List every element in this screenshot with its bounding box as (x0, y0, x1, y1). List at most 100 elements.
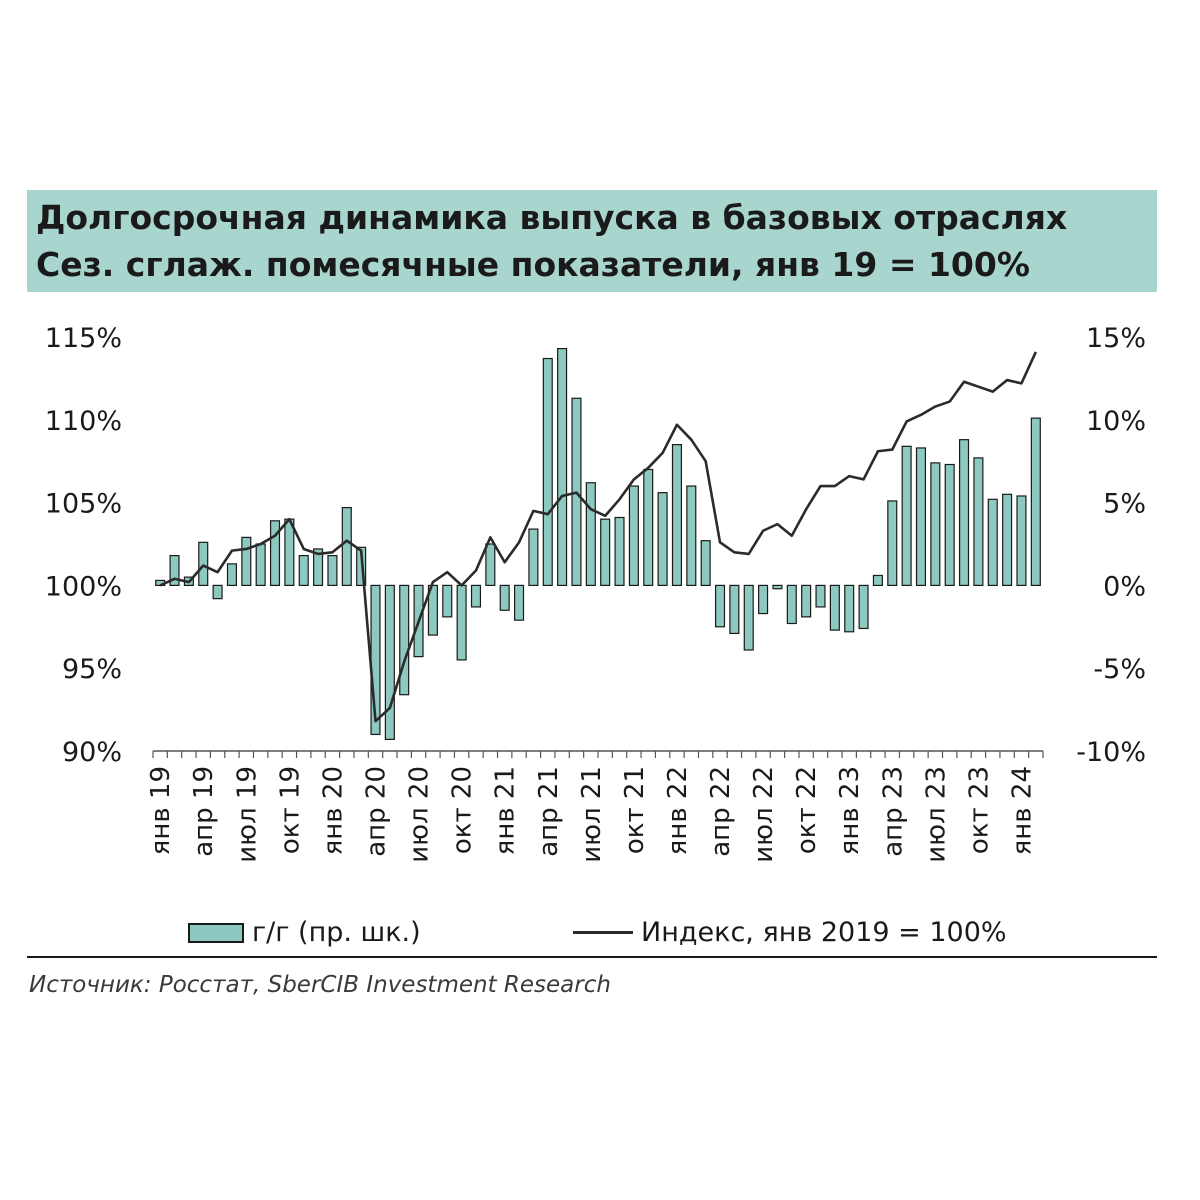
bar (384, 584, 395, 741)
bar (714, 584, 726, 628)
bar (872, 574, 883, 587)
legend-line-swatch (573, 931, 633, 934)
x-tick-label: июл 21 (577, 766, 607, 863)
bar (198, 541, 209, 587)
bar (743, 584, 754, 651)
source-note: Источник: Росстат, SberCIB Investment Re… (29, 972, 611, 998)
bar (930, 462, 941, 586)
bar (815, 584, 826, 608)
bar (786, 584, 797, 625)
bar (485, 543, 496, 587)
x-tick-label: янв 21 (491, 766, 521, 855)
bar (327, 554, 338, 587)
right-axis-tick-label: 0% (1103, 571, 1146, 602)
chart-title: Долгосрочная динамика выпуска в базовых … (36, 198, 1068, 237)
bar (269, 520, 281, 587)
bar (915, 447, 927, 587)
x-tick-label: янв 19 (146, 766, 176, 855)
bar (657, 492, 668, 587)
x-tick-label: окт 23 (964, 766, 994, 854)
left-axis-tick-label: 95% (62, 654, 122, 685)
left-axis-tick-label: 105% (45, 489, 122, 520)
bar (399, 584, 410, 696)
divider (27, 956, 1157, 958)
chart: 90% 95% 100% 105% 110% 115% -10% -5% 0% 5% 10% 15% я… (45, 323, 1146, 863)
bar (226, 563, 237, 586)
bar (801, 584, 812, 618)
bar (513, 584, 525, 621)
bar (758, 584, 769, 615)
x-tick-label: янв 22 (663, 766, 693, 855)
bar (341, 506, 352, 587)
bar (212, 584, 223, 600)
left-axis-tick-label: 110% (45, 406, 122, 437)
right-axis-tick-label: 10% (1086, 406, 1146, 437)
x-tick-label: июл 23 (921, 766, 951, 863)
x-tick-label: апр 23 (878, 766, 908, 857)
tick-labels: 90% 95% 100% 105% 110% 115% -10% -5% 0% 5% 10% 15% я… (45, 323, 1146, 863)
x-tick-label: окт 20 (448, 766, 478, 854)
x-tick-label: апр 21 (534, 766, 564, 857)
bar (700, 540, 711, 587)
bar (284, 518, 295, 586)
bar (442, 584, 453, 618)
x-tick-label: окт 19 (275, 766, 305, 854)
right-axis-tick-label: 5% (1103, 489, 1146, 520)
bar (1002, 493, 1013, 587)
bar (729, 584, 740, 635)
bar (958, 439, 970, 587)
chart-title-box: Долгосрочная динамика выпуска в базовых … (27, 190, 1157, 292)
bar (542, 357, 553, 586)
bar (686, 485, 697, 587)
chart-subtitle: Сез. сглаж. помесячные показатели, янв 1… (36, 245, 1030, 284)
index-line (159, 351, 1038, 723)
legend-bars-label: г/г (пр. шк.) (252, 917, 421, 948)
bar (499, 584, 510, 611)
legend-item-bars: г/г (пр. шк.) (188, 917, 421, 948)
left-axis-tick-label: 90% (62, 737, 122, 768)
bar (600, 518, 611, 586)
bar (844, 584, 855, 633)
bar (858, 584, 869, 630)
legend-item-line: Индекс, янв 2019 = 100% (573, 917, 1007, 948)
bar (973, 457, 984, 587)
x-tick-label: июл 22 (749, 766, 779, 863)
bar (298, 554, 309, 587)
legend-line-label: Индекс, янв 2019 = 100% (641, 917, 1007, 948)
bar (557, 347, 568, 586)
bar (643, 468, 654, 587)
bar (887, 500, 898, 587)
bar (829, 584, 840, 631)
bar (241, 536, 252, 587)
bar (944, 463, 955, 587)
x-tick-label: апр 20 (362, 766, 392, 857)
line-series (159, 351, 1038, 723)
bar-series (155, 347, 1041, 741)
bar (356, 546, 367, 586)
bar (671, 444, 682, 587)
bar (1016, 495, 1027, 587)
x-tick-label: окт 22 (792, 766, 822, 854)
x-tick-label: июл 19 (232, 766, 262, 863)
left-axis-tick-label: 100% (45, 571, 122, 602)
bar (169, 554, 180, 587)
bar (585, 482, 596, 587)
right-axis-tick-label: -5% (1093, 654, 1146, 685)
bar (470, 584, 482, 608)
x-tick-label: июл 20 (405, 766, 435, 863)
bar (255, 543, 266, 587)
bar (614, 516, 625, 587)
left-axis-tick-label: 115% (45, 323, 122, 354)
bar (628, 485, 639, 587)
x-tick-label: окт 21 (620, 766, 650, 854)
legend-bar-swatch (188, 922, 244, 943)
x-tick-label: апр 22 (706, 766, 736, 857)
bar (901, 445, 912, 586)
bar (772, 584, 783, 590)
x-tick-label: янв 24 (1007, 766, 1037, 855)
bar (313, 548, 324, 586)
bar (456, 584, 467, 661)
right-axis-tick-label: -10% (1076, 737, 1146, 768)
bar (528, 528, 539, 586)
x-tick-label: янв 20 (318, 766, 348, 855)
